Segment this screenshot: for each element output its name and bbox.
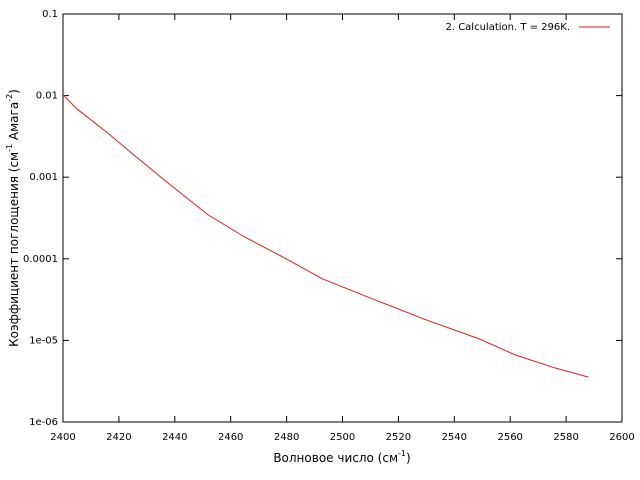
label-part: Волновое число (см: [273, 451, 398, 465]
y-axis-label: Коэффициент поглощения (см-1 Амага-2): [5, 89, 21, 347]
y-tick-label: 1e-05: [29, 335, 58, 346]
y-tick-label: 0.1: [42, 9, 58, 20]
label-part: Коэффициент поглощения (см: [7, 152, 21, 347]
x-tick-label: 2540: [442, 432, 467, 443]
x-tick-label: 2480: [274, 432, 299, 443]
y-tick-label: 0.01: [36, 91, 58, 102]
data-line: [62, 94, 589, 378]
x-axis-label: Волновое число (см-1): [273, 449, 410, 465]
x-tick-label: 2580: [553, 432, 578, 443]
x-tick-label: 2420: [106, 432, 131, 443]
label-part: ): [406, 451, 411, 465]
label-part: -1: [5, 144, 14, 152]
legend-label: 2. Calculation. T = 296K.: [445, 22, 570, 33]
x-tick-label: 2400: [50, 432, 75, 443]
label-part: ): [7, 89, 21, 94]
y-tick-label: 0.0001: [23, 254, 58, 265]
x-tick-label: 2560: [497, 432, 522, 443]
label-part: -2: [5, 94, 14, 102]
y-tick-label: 0.001: [29, 172, 58, 183]
x-tick-label: 2520: [386, 432, 411, 443]
label-part: Амага: [7, 102, 21, 144]
plot-frame: [62, 13, 623, 423]
label-part: -1: [398, 449, 406, 458]
x-tick-label: 2600: [609, 432, 634, 443]
x-tick-label: 2460: [218, 432, 243, 443]
x-tick-label: 2500: [330, 432, 355, 443]
y-tick-label: 1e-06: [29, 417, 58, 428]
x-tick-label: 2440: [162, 432, 187, 443]
